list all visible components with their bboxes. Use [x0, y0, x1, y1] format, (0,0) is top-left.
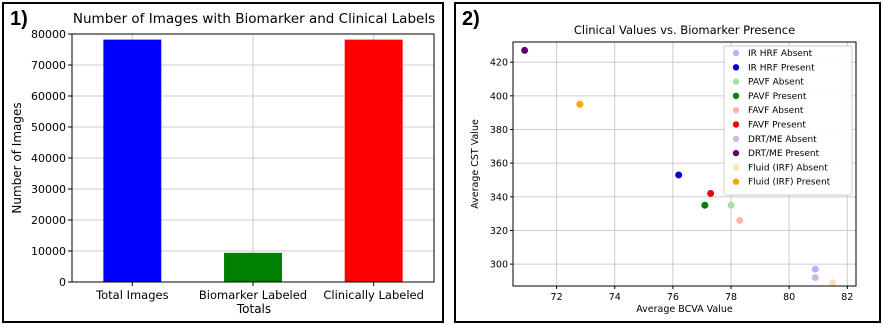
panel-label-1: 1) — [10, 8, 28, 30]
legend-entry: IR HRF Absent — [748, 49, 813, 59]
y-tick-label: 0 — [59, 276, 66, 289]
scatter-chart: Clinical Values vs. Biomarker Presence 30… — [470, 23, 857, 315]
y-tick-label: 340 — [490, 192, 508, 203]
legend-entry: DRT/ME Absent — [748, 135, 817, 145]
scatter-point — [829, 279, 837, 287]
bar — [224, 252, 282, 282]
legend-marker — [732, 92, 740, 100]
y-tick-label: 60000 — [31, 90, 66, 103]
legend-marker — [732, 149, 740, 157]
legend-marker — [732, 107, 740, 114]
x-tick-label: 82 — [841, 292, 853, 303]
x-axis-label: Average BCVA Value — [636, 304, 733, 315]
legend-marker — [732, 135, 740, 142]
bar — [344, 39, 403, 282]
legend-marker — [732, 78, 740, 85]
legend-marker — [732, 178, 740, 185]
legend-entry: DRT/ME Present — [748, 149, 820, 159]
y-axis-label: Number of Images — [10, 102, 24, 213]
y-tick-label: 80000 — [31, 28, 66, 41]
y-tick-label: 20000 — [31, 214, 66, 227]
legend-entry: Fluid (IRF) Present — [748, 178, 831, 188]
y-tick-label: 40000 — [31, 152, 66, 165]
legend-entry: PAVF Absent — [748, 78, 804, 88]
x-tick-label: Total Images — [95, 288, 169, 302]
scatter-point — [675, 171, 683, 179]
bar-chart: Number of Images with Biomarker and Clin… — [10, 11, 435, 316]
y-tick-label: 420 — [490, 58, 508, 69]
scatter-point — [701, 201, 709, 209]
y-tick-label: 380 — [490, 125, 508, 136]
legend-marker — [732, 64, 740, 71]
scatter-point — [576, 100, 584, 108]
legend-entry: PAVF Present — [748, 92, 807, 102]
y-tick-label: 320 — [490, 226, 508, 237]
legend-entry: Fluid (IRF) Absent — [748, 163, 828, 173]
x-tick-label: 78 — [725, 292, 737, 303]
y-tick-label: 30000 — [31, 183, 66, 196]
bar — [103, 39, 162, 282]
plot-frame — [71, 33, 435, 283]
legend-entry: FAVF Absent — [748, 106, 804, 116]
plot-frame — [512, 41, 857, 287]
legend-entry: FAVF Present — [748, 121, 806, 131]
y-tick-label: 10000 — [31, 245, 66, 258]
chart-title: Clinical Values vs. Biomarker Presence — [574, 23, 795, 37]
scatter-chart-panel: 2) Clinical Values vs. Biomarker Presenc… — [454, 2, 881, 323]
y-tick-label: 50000 — [31, 121, 66, 134]
x-tick-label: 80 — [783, 292, 795, 303]
legend-box — [723, 45, 853, 196]
x-tick-label: 74 — [609, 292, 621, 303]
x-tick-label: Clinically Labeled — [323, 288, 424, 302]
panel-label-2: 2) — [462, 8, 480, 30]
x-tick-label: 72 — [551, 292, 563, 303]
scatter-point — [736, 216, 744, 224]
scatter-point — [707, 189, 715, 197]
y-tick-label: 400 — [490, 91, 508, 102]
y-axis-label: Average CST Value — [470, 119, 481, 209]
legend-entry: IR HRF Present — [748, 63, 815, 73]
scatter-point — [727, 201, 735, 209]
x-axis-label: Totals — [236, 302, 271, 316]
scatter-point — [811, 274, 819, 282]
legend-marker — [732, 121, 740, 128]
y-tick-label: 360 — [490, 159, 508, 170]
legend-marker — [732, 164, 740, 171]
x-tick-label: 76 — [667, 292, 679, 303]
bar-chart-panel: 1) Number of Images with Biomarker and C… — [2, 2, 444, 323]
y-tick-label: 300 — [490, 260, 508, 271]
legend-marker — [732, 49, 740, 57]
x-tick-label: Biomarker Labeled — [199, 288, 307, 302]
y-tick-label: 70000 — [31, 59, 66, 72]
scatter-point — [521, 46, 529, 54]
chart-title: Number of Images with Biomarker and Clin… — [73, 11, 435, 27]
scatter-point — [811, 265, 819, 273]
